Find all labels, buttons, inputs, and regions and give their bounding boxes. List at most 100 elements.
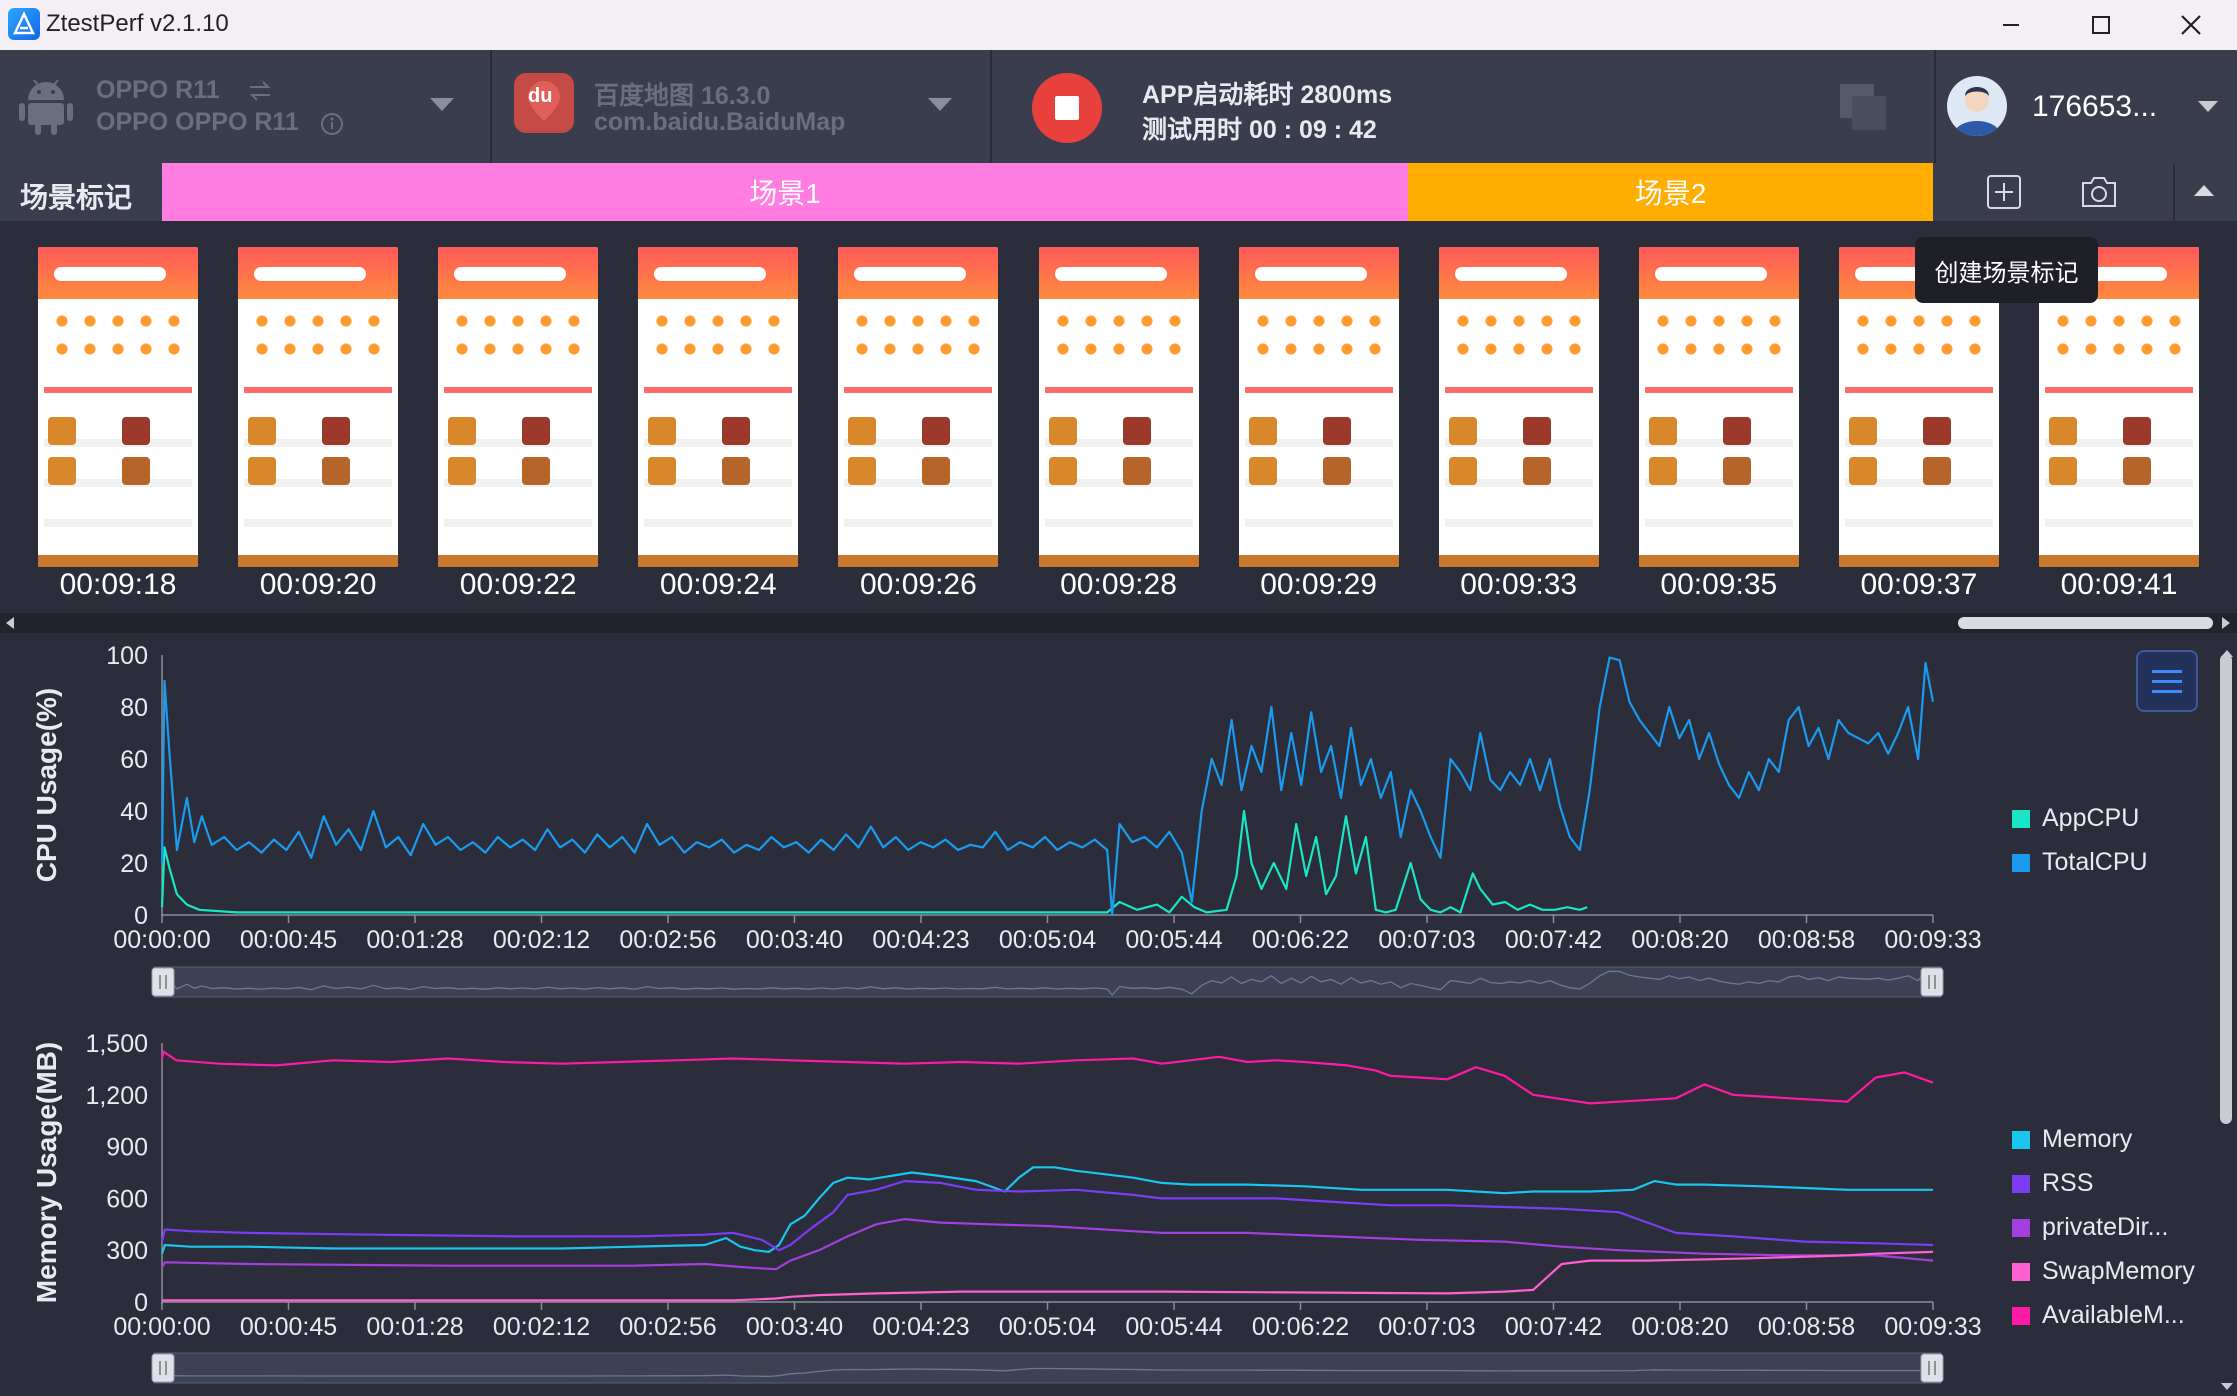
legend-label: Memory (2042, 1125, 2133, 1153)
thumbnail-content (238, 555, 399, 567)
thumbnail-content (454, 267, 567, 281)
thumbnail-content (1322, 457, 1351, 485)
app-dropdown-icon[interactable] (928, 98, 952, 111)
legend-item[interactable]: privateDir... (2012, 1213, 2168, 1242)
thumbnail-content (1922, 417, 1951, 445)
thumbnail-content (1644, 387, 1793, 393)
zoom-handle-grip (159, 975, 167, 989)
thumbnail-content (1848, 417, 1877, 445)
horizontal-scroll-thumb[interactable] (1958, 617, 2213, 629)
collapse-icon[interactable] (2192, 182, 2216, 203)
thumbnail-content (648, 307, 789, 365)
thumbnail-content (254, 267, 367, 281)
thumbnail-content (48, 417, 76, 445)
scene-2-segment[interactable]: 场景2 (1408, 163, 1933, 221)
legend-item[interactable]: AppCPU (2012, 804, 2139, 833)
scroll-down-icon[interactable] (2220, 1378, 2234, 1396)
thumbnail-content (1648, 417, 1677, 445)
thumbnail-content (2049, 457, 2077, 485)
x-tick-label: 00:07:03 (1378, 1313, 1475, 1341)
thumbnail-content (2123, 417, 2151, 445)
screenshot-thumbnail[interactable] (2039, 247, 2199, 567)
scene-1-segment[interactable]: 场景1 (162, 163, 1408, 221)
thumbnail-content (448, 457, 477, 485)
legend-item[interactable]: AvailableM... (2012, 1301, 2185, 1330)
minimize-button[interactable] (1966, 0, 2056, 50)
thumbnail-content (1254, 267, 1367, 281)
screenshot-thumbnail[interactable] (1638, 247, 1799, 567)
device-dropdown-icon[interactable] (430, 98, 454, 111)
screenshot-thumbnail[interactable] (438, 247, 599, 567)
legend-swatch (2012, 1262, 2030, 1281)
thumbnail-content (638, 555, 799, 567)
thumbnail-content (438, 555, 599, 567)
camera-icon[interactable] (2080, 175, 2118, 214)
y-tick-label: 900 (106, 1134, 148, 1162)
zoom-handle (1920, 1353, 1944, 1383)
scroll-right-icon[interactable] (2220, 616, 2232, 635)
legend-item[interactable]: RSS (2012, 1169, 2093, 1198)
horizontal-scrollbar[interactable] (0, 613, 2237, 633)
x-tick-label: 00:01:28 (366, 1313, 463, 1341)
screenshot-thumbnail[interactable] (838, 247, 999, 567)
thumbnail-content (1454, 267, 1567, 281)
y-tick-label: 80 (120, 694, 148, 722)
chart-menu-button[interactable] (2136, 650, 2198, 712)
user-dropdown-icon[interactable] (2198, 101, 2218, 112)
y-tick-label: 300 (106, 1237, 148, 1265)
legend-item[interactable]: SwapMemory (2012, 1257, 2195, 1286)
title-bar (0, 0, 2237, 50)
screenshot-thumbnail[interactable] (238, 247, 399, 567)
legend-swatch (2012, 809, 2030, 828)
vertical-scroll-thumb[interactable] (2220, 654, 2232, 1124)
y-tick-label: 20 (120, 850, 148, 878)
window-title: ZtestPerf v2.1.10 (46, 10, 229, 37)
add-scene-icon[interactable] (1986, 174, 2022, 215)
copy-window-icon[interactable] (1838, 82, 1890, 139)
close-button[interactable] (2146, 0, 2236, 50)
thumbnail-content (1244, 387, 1393, 393)
screenshot-thumbnail[interactable] (638, 247, 799, 567)
zoom-handle-grip (1928, 975, 1936, 989)
x-tick-label: 00:02:12 (493, 926, 590, 954)
y-tick-label: 40 (120, 798, 148, 826)
x-tick-label: 00:05:04 (999, 926, 1096, 954)
x-tick-label: 00:02:56 (619, 926, 716, 954)
thumbnail-content (122, 417, 150, 445)
avatar[interactable] (1947, 76, 2007, 136)
legend-label: TotalCPU (2042, 848, 2148, 876)
screenshot-thumbnail[interactable] (1238, 247, 1399, 567)
series-line-totalcpu (160, 656, 1935, 917)
screenshot-thumbnail[interactable] (1438, 247, 1599, 567)
divider (1934, 50, 1936, 163)
legend-label: RSS (2042, 1169, 2094, 1197)
thumbnail-content (1838, 555, 1999, 567)
x-tick-label: 00:00:00 (113, 1313, 210, 1341)
device-model: OPPO OPPO R11 (96, 108, 299, 136)
thumbnail-content (648, 457, 677, 485)
thumbnail-content (48, 307, 188, 365)
legend-item[interactable]: Memory (2012, 1125, 2132, 1154)
x-tick-label: 00:05:44 (1125, 1313, 1222, 1341)
thumbnail-content (1922, 457, 1951, 485)
series-line-rss (160, 1180, 1934, 1252)
thumbnail-content (2049, 307, 2189, 365)
thumbnail-content (1648, 307, 1789, 365)
legend-item[interactable]: TotalCPU (2012, 848, 2148, 877)
thumbnail-content (122, 457, 150, 485)
thumbnail-content (722, 417, 751, 445)
scroll-left-icon[interactable] (4, 616, 16, 635)
screenshot-thumbnail[interactable] (1038, 247, 1199, 567)
scroll-up-icon[interactable] (2220, 645, 2234, 663)
maximize-button[interactable] (2056, 0, 2146, 50)
thumbnail-content (1722, 417, 1751, 445)
x-tick-label: 00:07:42 (1505, 926, 1602, 954)
thumbnail-content (444, 387, 593, 393)
thumbnail-content (1654, 267, 1767, 281)
thumbnail-content (1438, 555, 1599, 567)
screenshot-thumbnail[interactable] (38, 247, 198, 567)
thumbnail-content (2123, 457, 2151, 485)
screenshot-timestamp: 00:09:26 (860, 568, 977, 601)
x-tick-label: 00:01:28 (366, 926, 463, 954)
